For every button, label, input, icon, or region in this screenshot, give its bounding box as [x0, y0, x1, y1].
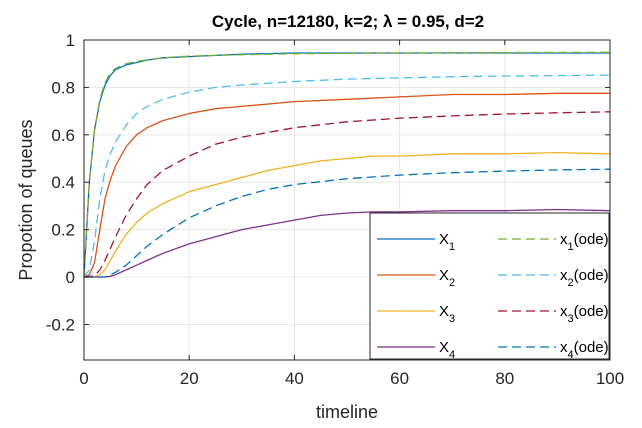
legend: X1 X2 X3 X4 x1(ode) x2(ode) x3(ode) x4(ode): [369, 212, 610, 361]
y-tick-label: 0.8: [51, 78, 75, 97]
series-line-x4-ode: [84, 168, 611, 278]
y-tick-label: 0.6: [51, 126, 75, 145]
y-tick-label: 0.4: [51, 173, 75, 192]
chart-title: Cycle, n=12180, k=2; λ = 0.95, d=2: [212, 12, 484, 31]
x-tick-label: 60: [390, 369, 409, 388]
series-line-x1-ode: [83, 51, 611, 278]
x-axis-label: timeline: [316, 402, 378, 422]
axis-ticks: 0 20 40 60 80 100 -0.2 0 0.2 0.4 0.6 0.8 1: [46, 31, 624, 388]
x-tick-label: 0: [79, 369, 88, 388]
plot-area-frame: [83, 39, 611, 361]
series-line-X2: [83, 92, 610, 278]
x-tick-label: 20: [180, 369, 199, 388]
series-group: [83, 51, 611, 278]
series-line-x2-ode: [83, 74, 611, 278]
legend-entry-label: X3: [439, 303, 455, 325]
series-line-X3: [84, 151, 611, 278]
legend-box: [369, 212, 610, 360]
legend-entry-label: x4(ode): [560, 339, 609, 361]
legend-entry-label: X1: [439, 231, 455, 253]
y-tick-label: 1: [66, 31, 75, 50]
y-tick-label: -0.2: [46, 315, 75, 334]
legend-entry-label: x2(ode): [560, 267, 609, 289]
x-tick-label: 40: [285, 369, 304, 388]
legend-entry-label: x3(ode): [560, 303, 609, 325]
legend-entry-label: X4: [439, 339, 455, 361]
x-tick-label: 80: [495, 369, 514, 388]
y-tick-label: 0: [66, 268, 75, 287]
x-tick-label: 100: [596, 369, 624, 388]
legend-entry-label: X2: [439, 267, 455, 289]
series-line-x3-ode: [83, 111, 611, 278]
legend-entry-label: x1(ode): [560, 231, 609, 253]
series-line-X4: [84, 208, 611, 278]
y-tick-label: 0.2: [51, 221, 75, 240]
y-axis-label: Propotion of queues: [16, 119, 36, 280]
